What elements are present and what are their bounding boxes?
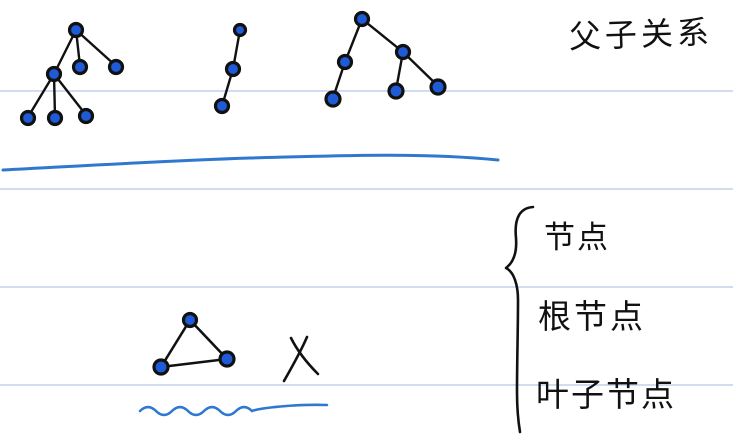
tree-node (45, 65, 63, 83)
trees-underline (1, 153, 500, 172)
cycle-edges (159, 318, 229, 369)
tree-node (353, 10, 371, 28)
term-node-label: 节点 (544, 220, 610, 256)
tree-node (71, 58, 89, 76)
tree-node (232, 22, 248, 38)
tree-node (324, 90, 342, 108)
tree-node (46, 109, 64, 127)
tree-edge (360, 17, 405, 54)
tree-node (67, 21, 85, 39)
cross-stroke (289, 336, 320, 376)
graph-node (181, 311, 199, 329)
tree-edge (52, 28, 78, 76)
term-leaf-node-label: 叶子节点 (536, 375, 676, 414)
tree-node (77, 107, 95, 125)
cycle-graph (159, 318, 229, 369)
tree-node (429, 78, 447, 96)
cross-stroke (282, 335, 309, 383)
tree-example-1 (26, 28, 118, 119)
tree-node (107, 58, 125, 76)
tree-edge (74, 28, 118, 68)
title-label: 父子关系 (568, 12, 714, 56)
tree-edge (52, 72, 88, 117)
cross-mark: X (282, 335, 320, 383)
tree-edge (401, 50, 440, 88)
tree-node (224, 60, 242, 78)
tree-edge (26, 72, 56, 119)
tree-node (387, 82, 405, 100)
tree-node (336, 53, 354, 71)
graph-node (218, 350, 236, 368)
tree-node (213, 97, 231, 115)
graph-wavy-underline (138, 403, 329, 417)
tree-example-3-nodes (324, 10, 447, 108)
graph-node (152, 358, 170, 376)
ruled-lines (0, 90, 733, 386)
cycle-graph-nodes (152, 311, 236, 376)
tree-node (19, 109, 37, 127)
terms-brace (504, 205, 535, 434)
tree-example-2-nodes (213, 22, 248, 115)
tree-example-1-nodes (19, 21, 125, 127)
term-root-node-label: 根节点 (538, 297, 646, 336)
tree-node (394, 43, 412, 61)
